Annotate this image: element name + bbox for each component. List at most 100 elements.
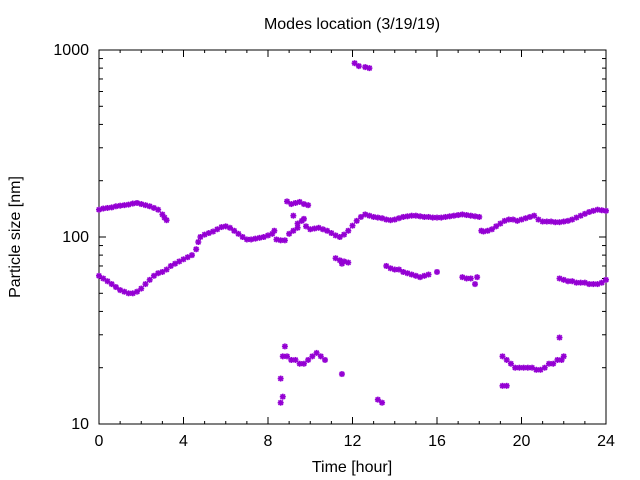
data-point bbox=[472, 281, 479, 288]
data-point bbox=[277, 375, 284, 382]
data-point bbox=[271, 227, 278, 234]
data-point bbox=[284, 353, 291, 360]
data-point bbox=[474, 274, 481, 281]
x-tick-label: 20 bbox=[513, 433, 531, 450]
data-point bbox=[313, 349, 320, 356]
data-point bbox=[357, 213, 364, 220]
data-point bbox=[395, 266, 402, 273]
data-point bbox=[507, 360, 514, 367]
data-point bbox=[281, 237, 288, 244]
data-point bbox=[159, 268, 166, 275]
data-point bbox=[434, 268, 440, 275]
data-point bbox=[531, 212, 538, 219]
data-point bbox=[142, 281, 149, 288]
data-point bbox=[556, 334, 563, 341]
data-point bbox=[450, 212, 457, 219]
data-point bbox=[303, 223, 310, 230]
data-point bbox=[345, 259, 352, 266]
data-point bbox=[281, 343, 288, 350]
y-ticks: 10 100 1000 bbox=[53, 42, 606, 433]
y-minor-ticks bbox=[99, 58, 606, 369]
data-point bbox=[328, 230, 335, 237]
data-point bbox=[292, 199, 299, 206]
data-point bbox=[383, 262, 390, 269]
data-point bbox=[284, 198, 291, 205]
data-point bbox=[248, 236, 255, 243]
data-point bbox=[188, 252, 195, 259]
data-point bbox=[379, 399, 386, 406]
data-point bbox=[96, 272, 102, 279]
data-point bbox=[442, 213, 449, 220]
data-point bbox=[362, 64, 369, 71]
data-point bbox=[286, 230, 293, 237]
y-tick-label: 100 bbox=[62, 229, 89, 246]
x-tick-label: 0 bbox=[95, 433, 104, 450]
data-point bbox=[125, 290, 132, 297]
data-point bbox=[322, 356, 329, 363]
x-ticks: 0 4 8 12 16 20 24 bbox=[95, 50, 615, 450]
data-point bbox=[550, 360, 557, 367]
data-point bbox=[338, 371, 345, 378]
data-point bbox=[195, 239, 202, 246]
x-tick-label: 24 bbox=[597, 433, 615, 450]
data-point bbox=[239, 234, 246, 240]
data-point bbox=[305, 356, 312, 363]
x-tick-label: 8 bbox=[264, 433, 273, 450]
data-point bbox=[603, 207, 609, 214]
data-point bbox=[503, 382, 510, 389]
plot-area: 0 4 8 12 16 20 24 10 100 1000 bbox=[53, 42, 615, 450]
data-point bbox=[400, 213, 407, 220]
data-point bbox=[353, 217, 360, 224]
data-point bbox=[292, 356, 299, 363]
data-point bbox=[146, 276, 153, 283]
data-point bbox=[300, 360, 307, 367]
data-point bbox=[305, 202, 312, 209]
data-point bbox=[349, 222, 356, 229]
data-point bbox=[163, 217, 170, 224]
data-point bbox=[129, 200, 136, 207]
x-tick-label: 4 bbox=[179, 433, 188, 450]
data-point bbox=[345, 227, 352, 234]
data-point bbox=[112, 284, 119, 291]
data-point bbox=[338, 260, 345, 267]
data-point bbox=[370, 213, 377, 220]
data-point bbox=[193, 246, 200, 253]
data-point bbox=[231, 227, 238, 234]
data-point bbox=[300, 215, 307, 222]
data-point bbox=[138, 285, 145, 292]
y-tick-label: 10 bbox=[71, 416, 89, 433]
data-point bbox=[552, 219, 559, 226]
data-point bbox=[317, 353, 324, 360]
data-point bbox=[294, 224, 301, 231]
data-point bbox=[351, 60, 358, 67]
data-point bbox=[438, 214, 445, 221]
y-axis-title: Particle size [nm] bbox=[7, 176, 24, 298]
data-point bbox=[104, 278, 111, 285]
data-point bbox=[290, 227, 297, 234]
x-tick-label: 12 bbox=[344, 433, 362, 450]
data-point bbox=[374, 396, 381, 403]
data-point bbox=[277, 237, 284, 244]
x-tick-label: 16 bbox=[428, 433, 446, 450]
data-point bbox=[499, 382, 506, 389]
data-point bbox=[598, 279, 605, 286]
data-point bbox=[541, 364, 548, 371]
data-point bbox=[100, 275, 107, 282]
data-point bbox=[341, 231, 348, 238]
data-point bbox=[476, 213, 483, 220]
data-point bbox=[564, 278, 571, 285]
data-point bbox=[100, 205, 107, 212]
data-point bbox=[408, 212, 415, 219]
data-point bbox=[355, 63, 362, 70]
y-tick-label: 1000 bbox=[53, 42, 89, 59]
data-point bbox=[309, 353, 316, 360]
data-point bbox=[459, 211, 466, 218]
data-point bbox=[425, 271, 432, 278]
data-point bbox=[429, 214, 436, 221]
data-point bbox=[108, 281, 115, 288]
data-point bbox=[499, 353, 506, 360]
data-point bbox=[590, 281, 597, 288]
data-point bbox=[480, 228, 487, 235]
data-point bbox=[383, 216, 390, 223]
data-point bbox=[467, 275, 474, 282]
